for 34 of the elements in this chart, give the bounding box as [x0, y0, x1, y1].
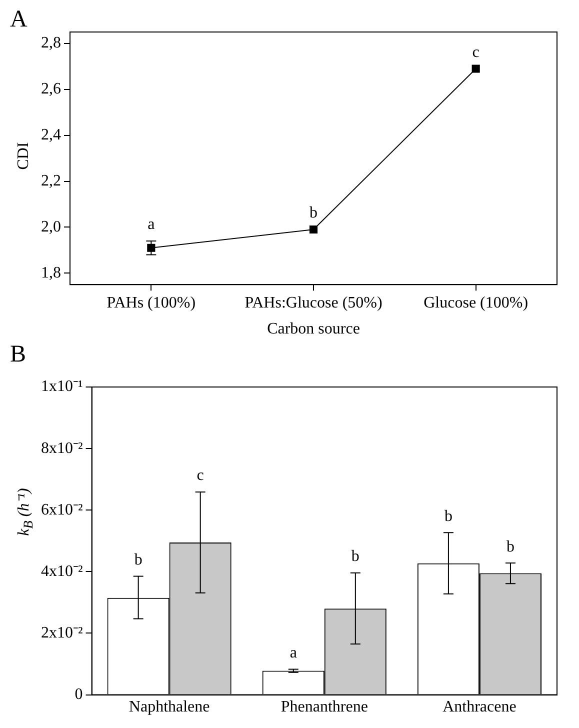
annotation: c: [472, 44, 480, 61]
y-tick-label: 1,8: [41, 264, 61, 282]
y-tick-label: 2,6: [41, 80, 61, 98]
annotation: b: [134, 552, 142, 568]
y-tick-label: 4x10⁻²: [41, 562, 83, 580]
y-tick-label: 6x10⁻²: [41, 501, 83, 518]
y-tick-label: 1x10⁻¹: [41, 378, 83, 396]
annotation: a: [148, 216, 155, 234]
text: B: [20, 520, 36, 528]
y-tick-label: 2,2: [41, 172, 61, 190]
x-tick-label: Naphthalene: [128, 698, 210, 716]
x-tick-label: PAHs (100%): [106, 294, 196, 312]
y-tick-label: 2x10⁻²: [41, 624, 83, 642]
chart-title: A: [10, 6, 28, 32]
x-tick-label: PAHs:Glucose (50%): [244, 294, 382, 312]
annotation: b: [444, 508, 452, 525]
point: [472, 64, 480, 73]
y-tick-label: 2,4: [41, 126, 61, 144]
x-tick-label: Anthracene: [442, 698, 516, 716]
y-tick-label: 8x10⁻²: [41, 440, 83, 457]
annotation: b: [351, 548, 360, 566]
annotation: a: [290, 644, 297, 662]
y-axis-title: CDI: [15, 142, 33, 170]
y-tick-label: 2,8: [41, 34, 61, 52]
x-axis-title: Carbon source: [267, 320, 360, 338]
chart-title: B: [10, 341, 26, 368]
annotation: b: [310, 204, 318, 222]
annotation: b: [506, 538, 514, 556]
y-tick-label: 2,0: [41, 218, 61, 236]
x-tick-label: Phenanthrene: [280, 698, 368, 716]
x-tick-label: Glucose (100%): [424, 294, 528, 312]
annotation: c: [196, 467, 204, 484]
y-tick-label: 0: [74, 686, 83, 704]
point: [309, 225, 318, 234]
